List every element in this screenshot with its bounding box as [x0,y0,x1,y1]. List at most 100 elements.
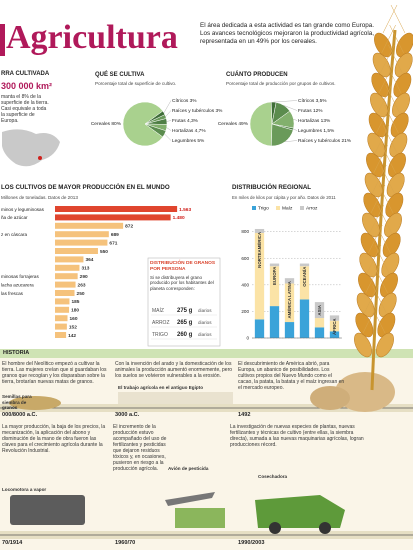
wheat-awn [385,84,400,114]
plane-illustration [165,492,215,506]
bar-segment [284,322,295,338]
legend-swatch [276,206,280,210]
pie-label: Hortalizas 4,7% [172,128,206,134]
wheat-awn [386,64,402,94]
bar [55,206,178,212]
bar-segment [299,299,310,338]
category-label: NORTEAMÉRICA [257,231,262,268]
wheat-grain [396,32,413,58]
value-label: 689 [111,232,119,238]
category-label: minosas forrajeras [1,274,39,279]
category-label: Cítricos [298,98,315,104]
chart-subtitle: Porcentaje total de superficie de cultiv… [95,81,176,86]
pie-label: Raíces y tubérculos 3% [172,108,223,114]
wheat-awn [380,44,395,74]
value-label: 49% [238,121,248,127]
legend-label: Trigo [258,206,269,212]
category-label: z en cáscara [1,232,27,237]
pie-label: Raíces y tubérculos 21% [298,138,352,144]
wheat-grain [388,152,406,178]
pie-label: Legumbres 1,5% [298,128,335,134]
chart-subtitle: Millones de toneladas. Datos de 2013 [1,195,78,200]
harvester-wheel [269,522,281,534]
y-tick-label: 800 [241,229,249,234]
value-label: 180 [71,308,79,314]
grain-box-title: DISTRIBUCIÓN DE GRANOS POR PERSONA [150,261,216,272]
bar [55,315,68,322]
intro-text: El área dedicada a esta actividad es tan… [200,22,374,45]
wheat-awn [370,184,386,214]
page-title: Agricultura [6,19,178,56]
chart-title: LOS CULTIVOS DE MAYOR PRODUCCIÓN EN EL M… [1,183,170,191]
leader-line [273,100,298,103]
wheat-grain [390,112,409,138]
grain-unit: diarios [198,308,212,313]
wheat-grain [363,192,382,218]
category-label: lacha azucarera [1,282,34,287]
value-label: 4,7% [195,128,207,134]
wheat-awn [382,4,398,34]
world-map [2,129,60,167]
wheat-awn [389,24,404,54]
bar [55,273,78,280]
history-text: El hombre del Neolítico empezó a cultiva… [2,361,107,385]
bar-segment [329,331,340,338]
wheat-awn [364,284,379,314]
wheat-grain [372,52,391,78]
bar-segment [299,263,310,267]
pie-label: Legumbres 5% [172,138,205,144]
wheat-awn [390,4,406,34]
wheat-awn [365,264,380,294]
y-tick-label: 0 [246,336,249,341]
bar-segment [284,283,295,323]
bar-segment [314,327,325,338]
bar [55,264,80,271]
wheat-grain [377,312,396,338]
value-label: 671 [109,240,117,246]
wheat-awn [376,104,391,134]
value-label: 313 [81,266,89,272]
value-label: 142 [68,333,76,339]
legend-label: Maíz [282,206,293,212]
value-label: 263 [78,282,86,288]
pie-slice [144,123,167,138]
grain-name: ARROZ [152,320,170,326]
pie-label: Cítricos 3,5% [298,98,327,104]
wheat-grain [374,32,392,58]
wheat-grain [384,212,402,238]
y-tick-label: 200 [241,309,249,314]
category-label: AMÉRICA LATINA [287,280,292,318]
category-label: minos y leguminosas [1,207,45,212]
grain-name: MAÍZ [152,307,164,314]
wheat-grain [362,212,380,238]
wheat-awn [381,24,396,54]
bar-segment [269,306,280,338]
potato-illustration [335,372,395,412]
wheat-awn [370,304,386,334]
chart-subtitle: En miles de kilos por cápita y por año. … [232,195,336,200]
wheat-grain [382,232,401,258]
history-date: 1492 [238,412,251,418]
bar [55,214,171,221]
wheat-grain [356,292,375,318]
wheat-grain [393,72,412,98]
category-label: Hortalizas [172,128,194,134]
category-label: Raíces y tubérculos [172,108,215,114]
leader-line [293,119,298,121]
wheat-awn [378,184,394,214]
wheat-stem [370,29,397,391]
grain-box-text: Si se distribuyera el grano producido po… [150,275,214,291]
bar-segment [329,320,340,332]
wheat-grain [394,52,413,78]
bar-segment [269,266,280,307]
value-label: 1,5% [323,128,335,134]
history-date: 1990/2003 [238,540,265,546]
leader-line [166,120,172,122]
harvester-illustration [255,495,345,528]
value-label: 1.563 [179,207,191,213]
wheat-awn [372,164,387,194]
value-label: 5% [197,138,205,144]
wheat-awn [381,144,396,174]
pie-label: Hortalizas 13% [298,118,331,124]
